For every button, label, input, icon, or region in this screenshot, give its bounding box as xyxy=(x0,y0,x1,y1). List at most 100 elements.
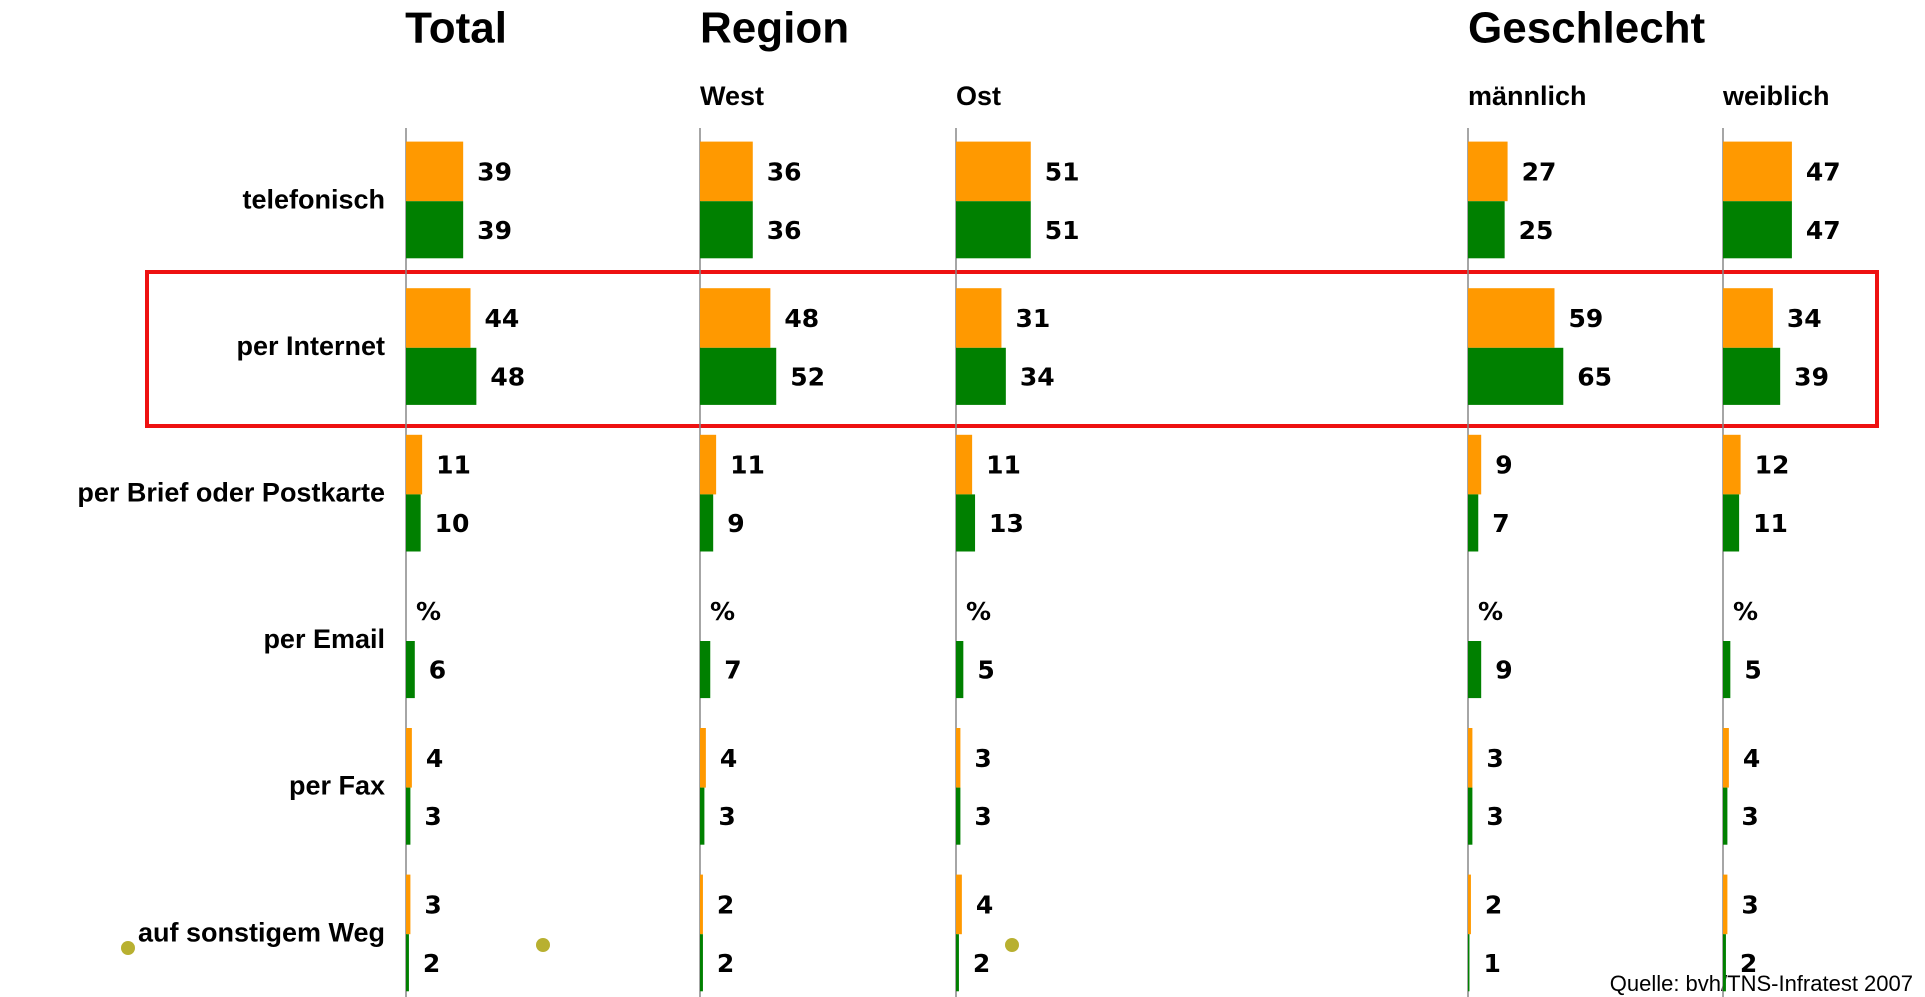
value-label: 52 xyxy=(790,362,825,391)
bar xyxy=(956,141,1031,202)
value-label: 3 xyxy=(424,890,441,919)
value-label: % xyxy=(710,597,735,626)
value-label: 3 xyxy=(1741,890,1758,919)
bar xyxy=(700,874,703,935)
group-title: Region xyxy=(700,4,849,53)
bar xyxy=(1723,728,1729,788)
bar xyxy=(700,141,753,202)
bar xyxy=(700,434,717,495)
value-label: 44 xyxy=(485,304,520,333)
value-label: 48 xyxy=(784,304,819,333)
value-label: 9 xyxy=(727,509,744,538)
bar xyxy=(1468,201,1505,259)
dot xyxy=(1005,938,1019,952)
bar xyxy=(406,934,409,992)
value-label: 25 xyxy=(1519,216,1554,245)
bar xyxy=(1723,874,1728,935)
value-label: 9 xyxy=(1495,451,1512,480)
bar xyxy=(700,934,703,992)
bar xyxy=(1468,434,1482,495)
bar xyxy=(1468,874,1471,935)
value-label: 2 xyxy=(423,949,440,978)
bar xyxy=(700,288,771,348)
bar xyxy=(406,874,411,935)
value-label: 48 xyxy=(490,362,525,391)
bar xyxy=(1468,288,1555,348)
bar xyxy=(1723,288,1773,348)
bar xyxy=(1468,641,1482,699)
value-label: 39 xyxy=(477,216,512,245)
value-label: 4 xyxy=(1743,744,1760,773)
panel-subtitle: weiblich xyxy=(1722,81,1830,111)
value-label: 3 xyxy=(718,802,735,831)
source: Quelle: bvh/TNS-Infratest 2007 xyxy=(1610,971,1913,996)
group-title: Geschlecht xyxy=(1468,4,1706,53)
value-label: 10 xyxy=(435,509,470,538)
value-label: 1 xyxy=(1483,949,1500,978)
value-label: 7 xyxy=(1492,509,1509,538)
value-label: 2 xyxy=(717,890,734,919)
value-label: 2 xyxy=(717,949,734,978)
value-label: 27 xyxy=(1522,157,1557,186)
bar xyxy=(406,728,412,788)
value-label: 51 xyxy=(1045,216,1080,245)
value-label: 51 xyxy=(1045,157,1080,186)
bar xyxy=(1468,934,1470,992)
bar xyxy=(406,641,415,699)
bar xyxy=(700,787,705,845)
bar xyxy=(1468,787,1473,845)
bar xyxy=(956,347,1006,405)
value-label: 3 xyxy=(1486,802,1503,831)
bar xyxy=(1723,347,1781,405)
bar xyxy=(956,494,976,552)
value-label: 36 xyxy=(767,216,802,245)
value-label: % xyxy=(1733,597,1758,626)
value-label: % xyxy=(1478,597,1503,626)
bar xyxy=(956,434,973,495)
value-label: 5 xyxy=(1744,656,1761,685)
value-label: 2 xyxy=(1740,949,1757,978)
value-label: 39 xyxy=(1794,362,1829,391)
bar xyxy=(700,641,711,699)
bar xyxy=(956,201,1031,259)
value-label: 47 xyxy=(1806,216,1841,245)
bar xyxy=(700,728,706,788)
value-label: 4 xyxy=(720,744,737,773)
panel-subtitle: West xyxy=(700,81,764,111)
value-label: 36 xyxy=(767,157,802,186)
value-label: 11 xyxy=(986,451,1021,480)
bar xyxy=(1723,934,1726,992)
dot xyxy=(536,938,550,952)
category-label: per Email xyxy=(263,624,385,654)
value-label: 65 xyxy=(1577,362,1612,391)
bar xyxy=(1723,201,1792,259)
value-label: 5 xyxy=(977,656,994,685)
value-label: 4 xyxy=(426,744,443,773)
value-label: 34 xyxy=(1787,304,1822,333)
bar xyxy=(1723,434,1741,495)
value-label: 2 xyxy=(973,949,990,978)
value-label: 3 xyxy=(1741,802,1758,831)
bar xyxy=(956,874,962,935)
category-label: per Brief oder Postkarte xyxy=(77,478,385,508)
panel-subtitle: männlich xyxy=(1468,81,1587,111)
value-label: 34 xyxy=(1020,362,1055,391)
value-label: 9 xyxy=(1495,656,1512,685)
bar xyxy=(1723,641,1731,699)
panel-subtitle: Ost xyxy=(956,81,1001,111)
value-label: 3 xyxy=(424,802,441,831)
bar xyxy=(406,141,464,202)
bar xyxy=(700,201,753,259)
bar xyxy=(1723,787,1728,845)
category-label: telefonisch xyxy=(242,184,385,214)
bar xyxy=(1723,494,1740,552)
value-label: 7 xyxy=(724,656,741,685)
bar xyxy=(700,494,714,552)
value-label: 3 xyxy=(1486,744,1503,773)
category-label: per Fax xyxy=(289,771,385,801)
group-title: Total xyxy=(405,4,507,53)
bar xyxy=(956,288,1002,348)
value-label: 3 xyxy=(974,802,991,831)
category-label: per Internet xyxy=(236,331,385,361)
